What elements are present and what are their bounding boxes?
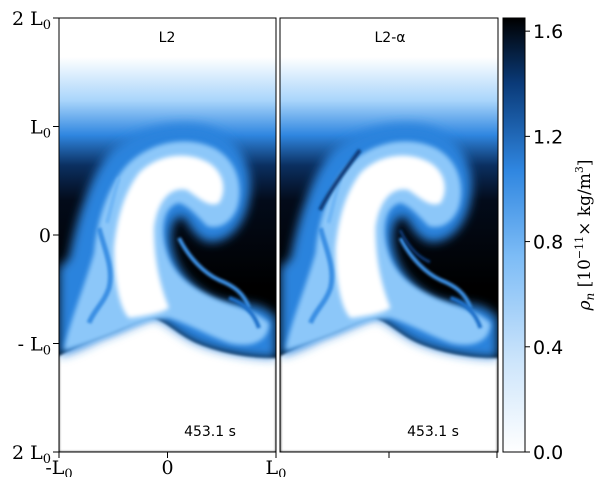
y-tick-label: 2 L0 [12,442,51,467]
panel2-x-ticks [388,452,498,458]
panel-title-l2-alpha: L2-α [375,30,406,46]
y-tick-label: L0 [30,117,51,142]
x-tick-label: 0 [161,457,173,477]
panel-time-l2: 453.1 s [184,424,236,440]
colorbar-tick-label: 1.6 [533,21,563,43]
colorbar-label: ρn [10−11× kg/m3] [573,160,596,312]
panel-l2-alpha: L2-α 453.1 s [279,17,499,453]
colorbar-tick-label: 0.4 [533,337,563,359]
colorbar-ticks: 1.6 1.2 0.8 0.4 0.0 [525,21,563,464]
y-axis: 2 L0 L0 0 - L0 2 L0 [12,8,59,467]
colorbar-tick-label: 1.2 [533,126,563,148]
y-tick-label: - L0 [18,334,51,359]
panel-time-l2-alpha: 453.1 s [407,424,459,440]
x-tick-label: L0 [266,457,287,477]
colorbar: 1.6 1.2 0.8 0.4 0.0 ρn [10−11× kg/m3] [502,17,596,464]
colorbar-tick-label: 0.0 [533,442,563,464]
x-tick-label: -L0 [45,457,72,477]
y-tick-label: 2 L0 [12,8,51,33]
colorbar-gradient [503,18,525,452]
panel-title-l2: L2 [159,30,176,46]
colorbar-tick-label: 0.8 [533,232,563,254]
panel-l2: L2 453.1 s [58,17,277,453]
x-axis: -L0 0 L0 [45,452,286,477]
y-tick-label: 0 [39,225,51,247]
